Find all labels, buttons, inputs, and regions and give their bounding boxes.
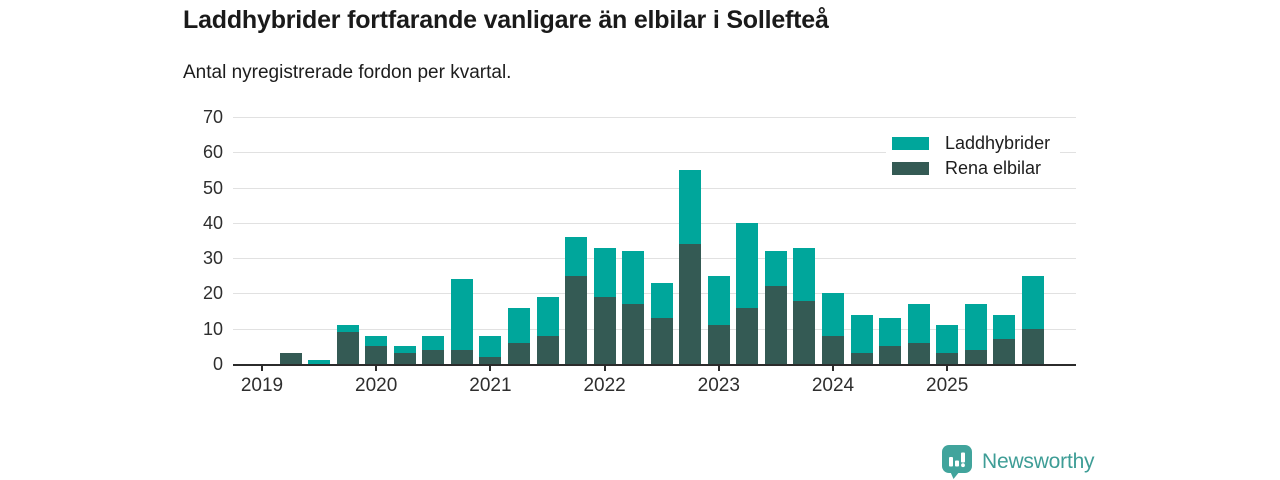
bar-segment-laddhybrider [479,335,502,357]
x-axis-label: 2020 [355,375,398,396]
x-axis-tick [946,364,949,371]
x-axis-label: 2022 [583,375,626,396]
bar-segment-laddhybrider [879,318,902,347]
bar-segment-laddhybrider [536,296,559,336]
bar-segment-laddhybrider [336,325,359,333]
bar-segment-rena-elbilar [536,335,559,364]
legend-item: Rena elbilar [892,157,1050,180]
bar-segment-rena-elbilar [422,349,445,364]
bar-segment-laddhybrider [365,335,388,347]
bar-segment-rena-elbilar [479,356,502,364]
bar-segment-laddhybrider [736,222,759,308]
brand-footer: Newsworthy [941,444,1095,479]
x-axis-tick [375,364,378,371]
page-title: Laddhybrider fortfarande vanligare än el… [183,6,829,34]
bar-segment-rena-elbilar [964,349,987,364]
bar-segment-rena-elbilar [879,346,902,364]
legend-label: Rena elbilar [945,158,1042,178]
x-axis-tick [261,364,263,371]
bar-segment-rena-elbilar [1021,328,1044,364]
y-axis-label: 10 [202,318,223,339]
bar-segment-laddhybrider [1021,275,1044,329]
bar-segment-laddhybrider [507,307,530,343]
legend-label: Laddhybrider [945,133,1051,153]
gridline-60 [233,152,1076,154]
bar-segment-rena-elbilar [565,275,588,364]
plot-area: 0 10 20 30 40 50 60 70 2019 2020 2021 2022 2023 2024 2… [203,107,1076,396]
chart-legend: Laddhybrider Rena elbilar [886,129,1061,183]
x-axis-tick [489,364,492,371]
bar-segment-laddhybrider [308,360,331,364]
bar-segment-rena-elbilar [365,346,388,364]
bar-segment-laddhybrider [936,325,959,354]
bar-segment-laddhybrider [707,275,730,326]
bar-segment-laddhybrider [793,247,816,301]
bar-segment-rena-elbilar [993,339,1016,364]
y-axis-label: 60 [202,142,223,163]
bar-segment-rena-elbilar [507,342,530,364]
bar-segment-laddhybrider [422,335,445,350]
bar-segment-laddhybrider [622,251,645,305]
bar-segment-rena-elbilar [936,353,959,364]
gridline-50 [233,187,1076,189]
bar-segment-laddhybrider [850,314,873,354]
bar-segment-laddhybrider [964,304,987,350]
x-axis-tick [717,364,720,371]
x-axis-tick [832,364,834,371]
x-axis-label: 2019 [240,375,284,396]
x-axis-tick [603,364,606,371]
bar-segment-rena-elbilar [336,332,359,364]
y-axis-label: 70 [202,107,223,127]
newsworthy-logo-icon [941,444,974,479]
x-axis-line [233,364,1076,366]
bar-segment-rena-elbilar [822,335,844,364]
y-axis-label: 20 [202,283,223,304]
bar-segment-laddhybrider [450,279,473,350]
bar-segment-laddhybrider [764,251,787,287]
bar-segment-rena-elbilar [907,342,930,364]
bar-segment-laddhybrider [393,346,416,354]
y-axis-label: 50 [202,177,223,198]
bar-segment-rena-elbilar [622,304,645,364]
chart-subtitle: Antal nyregistrerade fordon per kvartal. [183,62,512,83]
bar-segment-rena-elbilar [793,300,816,364]
y-axis-label: 40 [202,212,223,233]
bar-segment-laddhybrider [650,282,673,319]
y-axis-label: 30 [202,248,223,269]
bar-segment-laddhybrider [907,304,930,343]
bar-segment-rena-elbilar [593,296,616,364]
legend-swatch [892,162,929,175]
legend-item: Laddhybrider [892,132,1050,155]
y-axis-label: 0 [212,354,223,374]
bar-segment-laddhybrider [679,169,702,245]
bar-segment-laddhybrider [993,314,1016,340]
brand-name: Newsworthy [982,449,1095,473]
x-axis-label: 2023 [697,375,740,396]
bar-segment-rena-elbilar [707,325,730,364]
bar-segment-rena-elbilar [450,349,473,364]
legend-swatch [892,137,929,150]
bar-segment-rena-elbilar [736,307,759,364]
bar-segment-rena-elbilar [764,286,787,364]
bar-segment-rena-elbilar [679,244,702,364]
bar-segment-rena-elbilar [650,318,673,364]
bar-segment-laddhybrider [822,293,844,336]
bar-segment-rena-elbilar [279,353,302,364]
gridline-30 [233,258,1076,260]
bar-segment-rena-elbilar [393,353,416,364]
bar-segment-laddhybrider [593,247,616,297]
x-axis-label: 2024 [811,375,855,396]
bar-segment-rena-elbilar [850,353,873,364]
bar-segment-laddhybrider [565,236,588,276]
x-axis-label: 2021 [469,375,512,396]
x-axis-label: 2025 [926,375,969,396]
gridline-40 [233,222,1076,224]
gridline-70 [233,117,1076,118]
